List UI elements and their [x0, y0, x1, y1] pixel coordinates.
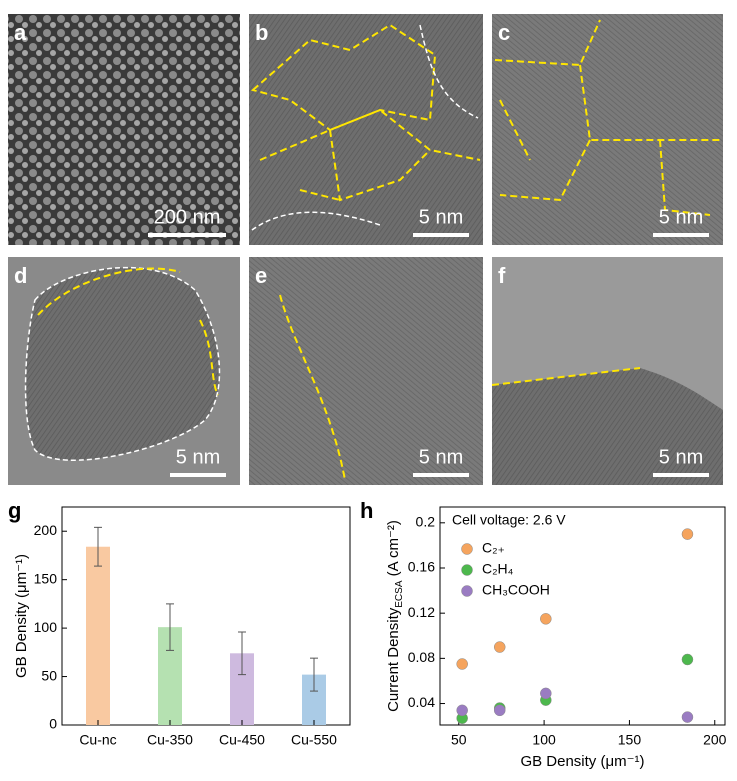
- x-tick-label: Cu-350: [147, 732, 193, 748]
- legend-label: C₂H₄: [482, 561, 514, 577]
- x-tick-label: 150: [618, 732, 642, 748]
- legend-marker: [461, 564, 473, 576]
- grain-boundary: [279, 294, 346, 481]
- scale-bar: [653, 473, 709, 477]
- legend-label: CH₃COOH: [482, 582, 550, 598]
- legend-label: C₂₊: [482, 540, 505, 556]
- grain-boundary: [494, 19, 720, 216]
- point: [681, 711, 694, 723]
- grain-boundary: [250, 23, 481, 202]
- panel-label: b: [255, 20, 268, 45]
- y-axis-label: Current DensityECSA (A cm⁻²): [385, 520, 405, 712]
- panel-label: a: [14, 20, 27, 45]
- point: [540, 687, 552, 700]
- tem-image: [249, 14, 483, 245]
- point: [493, 641, 506, 653]
- error-bar: [166, 603, 174, 651]
- error-bar: [94, 526, 102, 567]
- scale-bar: [413, 233, 469, 237]
- y-tick-label: 200: [34, 522, 58, 538]
- error-bar: [238, 631, 246, 676]
- scale-bar-label: 5 nm: [176, 446, 220, 468]
- y-tick-label: 0: [49, 716, 57, 732]
- scale-bar-label: 5 nm: [419, 206, 463, 228]
- y-tick-label: 0.12: [408, 604, 435, 620]
- scale-bar: [413, 473, 469, 477]
- panel-label: g: [8, 498, 21, 523]
- scale-bar-label: 5 nm: [419, 446, 463, 468]
- sem-image: [8, 14, 240, 245]
- y-axis-label-part: ECSA: [394, 580, 405, 608]
- y-tick-label: 0.08: [408, 649, 435, 665]
- y-tick-label: 0.04: [408, 694, 435, 710]
- annotation: Cell voltage: 2.6 V: [452, 512, 566, 528]
- scale-bar-label: 5 nm: [659, 446, 703, 468]
- panel-label: f: [498, 263, 506, 288]
- x-tick-label: Cu-450: [219, 732, 265, 748]
- scale-bar-label: 200 nm: [154, 206, 221, 228]
- panel-label: d: [14, 263, 27, 288]
- y-tick-label: 150: [34, 570, 58, 586]
- legend-marker: [461, 543, 473, 555]
- scale-bar: [653, 233, 709, 237]
- x-tick-label: Cu-550: [291, 732, 337, 748]
- x-tick-label: 50: [451, 732, 467, 748]
- y-axis-label-part: Current Density: [385, 607, 402, 712]
- panel-label: c: [498, 20, 510, 45]
- y-axis-label-part: (A cm⁻²): [385, 520, 402, 580]
- panel-label: h: [360, 498, 373, 523]
- point: [456, 704, 468, 717]
- legend-marker: [461, 585, 473, 597]
- scale-bar: [148, 233, 226, 237]
- x-axis-label: GB Density (μm⁻¹): [520, 753, 644, 770]
- x-tick-label: 200: [703, 732, 727, 748]
- error-bar: [310, 657, 318, 692]
- y-axis-label: GB Density (μm⁻¹): [13, 554, 30, 678]
- plot-frame: [439, 506, 726, 726]
- panel-label: e: [255, 263, 267, 288]
- point: [681, 528, 694, 540]
- x-tick-label: 100: [532, 732, 556, 748]
- bar: [86, 546, 110, 725]
- point: [540, 613, 552, 625]
- tem-image: [249, 257, 483, 485]
- plot-frame: [61, 506, 351, 726]
- grain-boundary: [37, 267, 219, 396]
- tem-image: [492, 368, 723, 485]
- y-tick-label: 100: [34, 619, 58, 635]
- y-tick-label: 0.16: [408, 559, 435, 575]
- grain-boundary: [491, 367, 641, 386]
- point: [681, 653, 694, 666]
- x-tick-label: Cu-nc: [79, 732, 116, 748]
- scale-bar: [170, 473, 226, 477]
- y-tick-label: 0.2: [416, 514, 436, 530]
- point: [456, 658, 468, 670]
- point: [493, 704, 506, 717]
- scale-bar-label: 5 nm: [659, 206, 703, 228]
- y-tick-label: 50: [41, 667, 57, 683]
- particle-edge: [251, 24, 479, 231]
- tem-image: [492, 14, 723, 245]
